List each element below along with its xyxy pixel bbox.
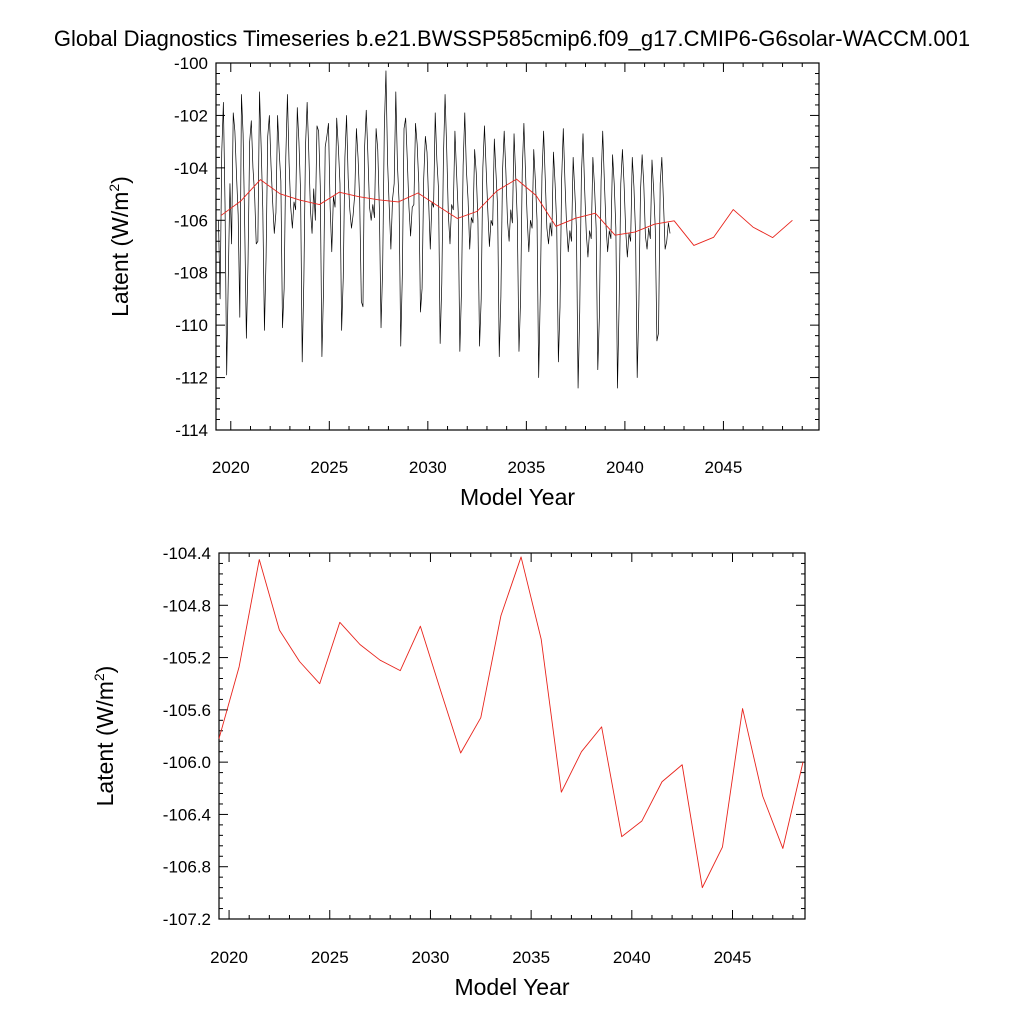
y-axis: -107.2 -106.8 -106.4 -106.0 -105.6 -105.2 -104… [163,544,805,929]
y-tick-label: -106.0 [163,753,211,772]
x-axis: 2020 2025 2030 2035 2040 2045 [210,553,794,967]
y-tick-label: -106 [174,211,208,230]
page-title: Global Diagnostics Timeseries b.e21.BWSS… [53,26,971,51]
x-tick-label: 2030 [412,948,450,967]
monthly-series-line [218,70,671,389]
annual-mean-series-line [220,178,793,246]
y-tick-label: -106.4 [163,805,211,824]
y-axis: -114 -112 -110 -108 -106 -104 -102 -100 [174,54,819,440]
y-tick-label: -106.8 [163,858,211,877]
plot-frame [218,552,806,920]
x-tick-label: 2040 [613,948,651,967]
x-tick-label: 2025 [311,948,349,967]
y-axis-label: Latent (W/m2) [106,176,133,317]
y-tick-label: -105.6 [163,701,211,720]
x-tick-label: 2045 [705,458,743,477]
x-axis: 2020 2025 2030 2035 2040 2045 [212,63,803,477]
x-tick-label: 2035 [512,948,550,967]
x-tick-label: 2025 [310,458,348,477]
chart-bottom: -107.2 -106.8 -106.4 -106.0 -105.6 -105.2 -104… [91,544,806,1000]
x-tick-label: 2020 [212,458,250,477]
y-tick-label: -102 [174,106,208,125]
x-tick-label: 2045 [714,948,752,967]
x-axis-label: Model Year [454,974,569,1000]
x-tick-label: 2040 [606,458,644,477]
plot-frame [215,62,820,431]
y-axis-label: Latent (W/m2) [91,666,118,807]
y-tick-label: -108 [174,264,208,283]
chart-top: -114 -112 -110 -108 -106 -104 -102 -100 2020 2025… [106,54,820,510]
x-axis-label: Model Year [460,484,575,510]
x-tick-label: 2020 [210,948,248,967]
y-tick-label: -104.4 [163,544,211,563]
y-tick-label: -104.8 [163,596,211,615]
annual-mean-series-line [218,556,804,889]
x-tick-label: 2035 [507,458,545,477]
y-tick-label: -100 [174,54,208,73]
y-tick-label: -104 [174,159,208,178]
y-tick-label: -107.2 [163,910,211,929]
x-tick-label: 2030 [409,458,447,477]
y-tick-label: -105.2 [163,649,211,668]
y-tick-label: -110 [175,316,208,335]
y-tick-label: -114 [175,421,208,440]
y-tick-label: -112 [175,369,208,388]
